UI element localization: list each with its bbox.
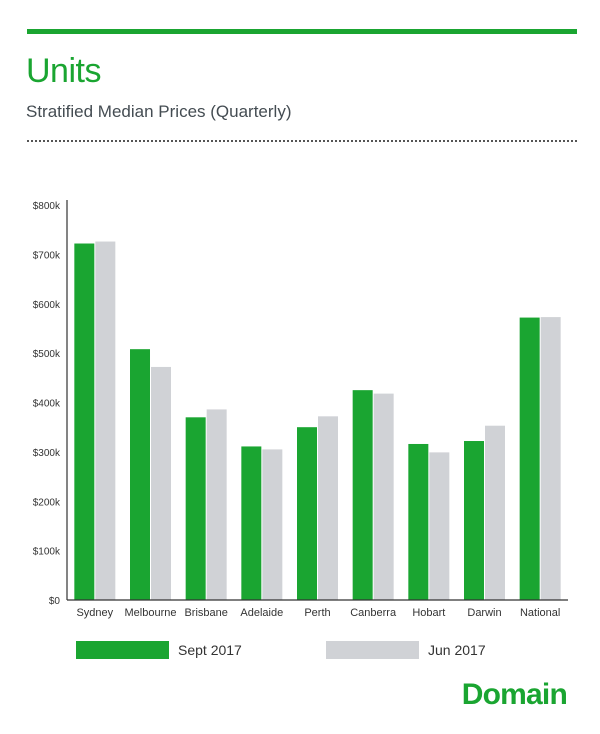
y-axis-ticks: $0 $100k $200k $300k $400k $500k $600k $700k $80… bbox=[33, 201, 61, 607]
header-divider bbox=[27, 140, 577, 142]
x-tick-label-canberra: Canberra bbox=[350, 607, 397, 619]
y-tick-label: $700k bbox=[33, 250, 61, 261]
y-tick-label: $600k bbox=[33, 300, 61, 311]
bar-darwin-jun-2017 bbox=[485, 425, 505, 600]
chart-bars bbox=[74, 241, 561, 600]
bar-brisbane-sept-2017 bbox=[185, 417, 206, 600]
bar-darwin-sept-2017 bbox=[464, 441, 484, 600]
domain-logo: Domain bbox=[461, 678, 568, 711]
page-subtitle: Stratified Median Prices (Quarterly) bbox=[26, 102, 292, 121]
bar-chart: $0 $100k $200k $300k $400k $500k $600k $700k $80… bbox=[33, 200, 568, 619]
bar-national-sept-2017 bbox=[519, 317, 540, 600]
chart-legend: Sept 2017 Jun 2017 bbox=[0, 641, 600, 661]
legend-swatch-sept-2017 bbox=[76, 641, 169, 659]
legend-label-jun-2017: Jun 2017 bbox=[428, 642, 486, 658]
bar-hobart-sept-2017 bbox=[408, 443, 429, 600]
bar-sydney-sept-2017 bbox=[74, 243, 95, 600]
bar-adelaide-jun-2017 bbox=[262, 449, 283, 600]
x-tick-label-perth: Perth bbox=[304, 607, 330, 619]
y-tick-label: $200k bbox=[33, 497, 61, 508]
y-tick-label: $400k bbox=[33, 399, 61, 410]
header-top-rule bbox=[27, 29, 577, 34]
bar-perth-jun-2017 bbox=[318, 416, 338, 600]
bar-melbourne-jun-2017 bbox=[151, 366, 171, 600]
legend-swatch-jun-2017 bbox=[326, 641, 419, 659]
bar-sydney-jun-2017 bbox=[95, 241, 116, 600]
x-tick-label-sydney: Sydney bbox=[76, 607, 113, 619]
y-tick-label: $0 bbox=[49, 596, 61, 607]
y-tick-label: $800k bbox=[33, 201, 61, 212]
x-tick-label-melbourne: Melbourne bbox=[125, 607, 177, 619]
bar-national-jun-2017 bbox=[540, 317, 561, 600]
bar-canberra-sept-2017 bbox=[352, 390, 373, 600]
y-tick-label: $100k bbox=[33, 547, 61, 558]
bar-brisbane-jun-2017 bbox=[206, 409, 227, 600]
x-tick-label-hobart: Hobart bbox=[412, 607, 445, 619]
x-axis-labels: Sydney Melbourne Brisbane Adelaide Perth Canb… bbox=[76, 607, 560, 619]
bar-perth-sept-2017 bbox=[297, 427, 317, 600]
bar-hobart-jun-2017 bbox=[429, 452, 450, 600]
bar-adelaide-sept-2017 bbox=[241, 446, 262, 600]
x-tick-label-darwin: Darwin bbox=[467, 607, 501, 619]
x-tick-label-brisbane: Brisbane bbox=[184, 607, 227, 619]
legend-label-sept-2017: Sept 2017 bbox=[178, 642, 242, 658]
bar-melbourne-sept-2017 bbox=[130, 349, 150, 600]
y-tick-label: $500k bbox=[33, 349, 61, 360]
x-tick-label-national: National bbox=[520, 607, 560, 619]
x-tick-label-adelaide: Adelaide bbox=[240, 607, 283, 619]
y-tick-label: $300k bbox=[33, 448, 61, 459]
bar-canberra-jun-2017 bbox=[373, 393, 394, 600]
page-title: Units bbox=[26, 52, 101, 90]
